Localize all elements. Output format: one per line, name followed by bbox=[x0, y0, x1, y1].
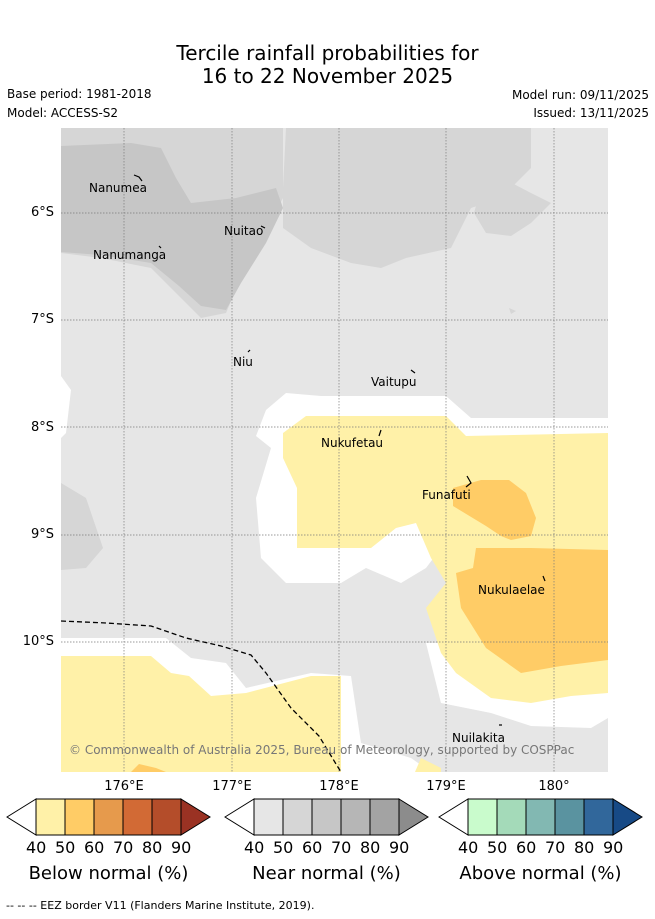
place-label-nukufetau: Nukufetau bbox=[321, 436, 384, 450]
colorbar-below-title: Below normal (%) bbox=[28, 863, 189, 884]
place-label-nanumea: Nanumea bbox=[89, 181, 147, 195]
above-tick-80: 80 bbox=[574, 838, 595, 857]
colorbar-near-normal bbox=[224, 798, 429, 836]
near-tick-40: 40 bbox=[244, 838, 265, 857]
below-normal-50-patch-south bbox=[131, 764, 166, 772]
place-label-nukulaelae: Nukulaelae bbox=[478, 583, 545, 597]
near-tick-90: 90 bbox=[389, 838, 410, 857]
below-tick-80: 80 bbox=[142, 838, 163, 857]
colorbar-above-swatch-90 bbox=[612, 798, 643, 836]
near-normal-50-area-north bbox=[283, 128, 531, 268]
place-label-nuilakita: Nuilakita bbox=[452, 731, 505, 745]
island-vaitupu bbox=[410, 369, 416, 374]
below-tick-60: 60 bbox=[84, 838, 105, 857]
colorbar-near-swatch-50 bbox=[282, 798, 313, 836]
above-tick-70: 70 bbox=[545, 838, 566, 857]
longitude-label-179e: 179°E bbox=[426, 779, 466, 794]
colorbar-above-swatch-50 bbox=[496, 798, 527, 836]
near-normal-50-patch-east bbox=[474, 180, 551, 236]
base-period: Base period: 1981-2018 bbox=[7, 87, 152, 101]
colorbar-below-swatch-60 bbox=[93, 798, 124, 836]
near-normal-60-area bbox=[61, 143, 283, 310]
colorbar-below-swatch-90 bbox=[180, 798, 211, 836]
below-normal-40-area-south bbox=[61, 656, 341, 772]
graticule bbox=[61, 128, 608, 772]
island-nuitao bbox=[260, 225, 266, 229]
colorbar-near-swatch-90 bbox=[398, 798, 429, 836]
rainfall-probability-map bbox=[61, 128, 608, 772]
colorbar-group bbox=[6, 798, 643, 836]
colorbar-above-swatch-40 bbox=[467, 798, 498, 836]
near-normal-50-speck bbox=[509, 308, 516, 314]
island-outlines bbox=[133, 174, 546, 726]
below-tick-70: 70 bbox=[113, 838, 134, 857]
place-label-vaitupu: Vaitupu bbox=[371, 375, 417, 389]
map-title-line2: 16 to 22 November 2025 bbox=[201, 64, 454, 88]
below-tick-40: 40 bbox=[26, 838, 47, 857]
colorbar-near-title: Near normal (%) bbox=[252, 863, 401, 884]
near-tick-50: 50 bbox=[273, 838, 294, 857]
colorbar-below-swatch-40 bbox=[35, 798, 66, 836]
issue-date: Issued: 13/11/2025 bbox=[533, 106, 649, 120]
near-tick-80: 80 bbox=[360, 838, 381, 857]
island-niu bbox=[247, 349, 251, 353]
longitude-label-180: 180° bbox=[538, 779, 570, 794]
eez-border-legend: -- -- -- EEZ border V11 (Flanders Marine… bbox=[6, 899, 315, 912]
below-normal-50-area-funafuti bbox=[453, 480, 536, 540]
island-nanumanga bbox=[158, 245, 162, 249]
longitude-label-178e: 178°E bbox=[319, 779, 359, 794]
above-tick-40: 40 bbox=[458, 838, 479, 857]
eez-border-line bbox=[61, 620, 342, 772]
colorbar-above-title: Above normal (%) bbox=[459, 863, 622, 884]
colorbar-near-swatch-40 bbox=[253, 798, 284, 836]
near-normal-50-patch-west bbox=[61, 483, 103, 570]
colorbar-above-swatch-60 bbox=[525, 798, 556, 836]
colorbar-near-low-arrow bbox=[224, 798, 255, 836]
below-tick-90: 90 bbox=[171, 838, 192, 857]
latitude-label-9s: 9°S bbox=[30, 527, 54, 542]
below-tick-50: 50 bbox=[55, 838, 76, 857]
colorbar-above-normal bbox=[438, 798, 643, 836]
island-funafuti bbox=[465, 475, 472, 488]
above-tick-50: 50 bbox=[487, 838, 508, 857]
island-nanumea bbox=[133, 174, 143, 182]
copyright-notice: © Commonwealth of Australia 2025, Bureau… bbox=[69, 743, 575, 757]
island-nukulaelae bbox=[542, 575, 546, 582]
longitude-label-176e: 176°E bbox=[104, 779, 144, 794]
near-tick-70: 70 bbox=[331, 838, 352, 857]
below-40-area-west bbox=[61, 376, 71, 438]
latitude-label-8s: 8°S bbox=[30, 420, 54, 435]
above-tick-90: 90 bbox=[603, 838, 624, 857]
colorbar-near-swatch-80 bbox=[369, 798, 400, 836]
model-run: Model run: 09/11/2025 bbox=[511, 88, 649, 102]
latitude-label-6s: 6°S bbox=[30, 205, 54, 220]
above-tick-60: 60 bbox=[516, 838, 537, 857]
place-label-nanumanga: Nanumanga bbox=[93, 248, 167, 262]
model-name: Model: ACCESS-S2 bbox=[7, 106, 119, 120]
colorbar-above-swatch-70 bbox=[554, 798, 585, 836]
latitude-label-10s: 10°S bbox=[22, 634, 54, 649]
latitude-label-7s: 7°S bbox=[30, 312, 54, 327]
colorbar-above-low-arrow bbox=[438, 798, 469, 836]
place-label-niu: Niu bbox=[233, 355, 253, 369]
island-nukufetau bbox=[378, 429, 382, 437]
colorbar-below-normal bbox=[6, 798, 211, 836]
colorbar-below-swatch-80 bbox=[151, 798, 182, 836]
colorbar-near-swatch-60 bbox=[311, 798, 342, 836]
place-label-nuitao: Nuitao bbox=[224, 224, 264, 238]
place-label-funafuti: Funafuti bbox=[422, 488, 471, 502]
near-tick-60: 60 bbox=[302, 838, 323, 857]
colorbar-below-low-arrow bbox=[6, 798, 37, 836]
colorbar-near-swatch-70 bbox=[340, 798, 371, 836]
longitude-label-177e: 177°E bbox=[212, 779, 252, 794]
colorbar-below-swatch-50 bbox=[64, 798, 95, 836]
colorbar-above-swatch-80 bbox=[583, 798, 614, 836]
colorbar-below-swatch-70 bbox=[122, 798, 153, 836]
below-normal-40-patch bbox=[415, 758, 441, 772]
map-title-line1: Tercile rainfall probabilities for bbox=[176, 41, 479, 65]
